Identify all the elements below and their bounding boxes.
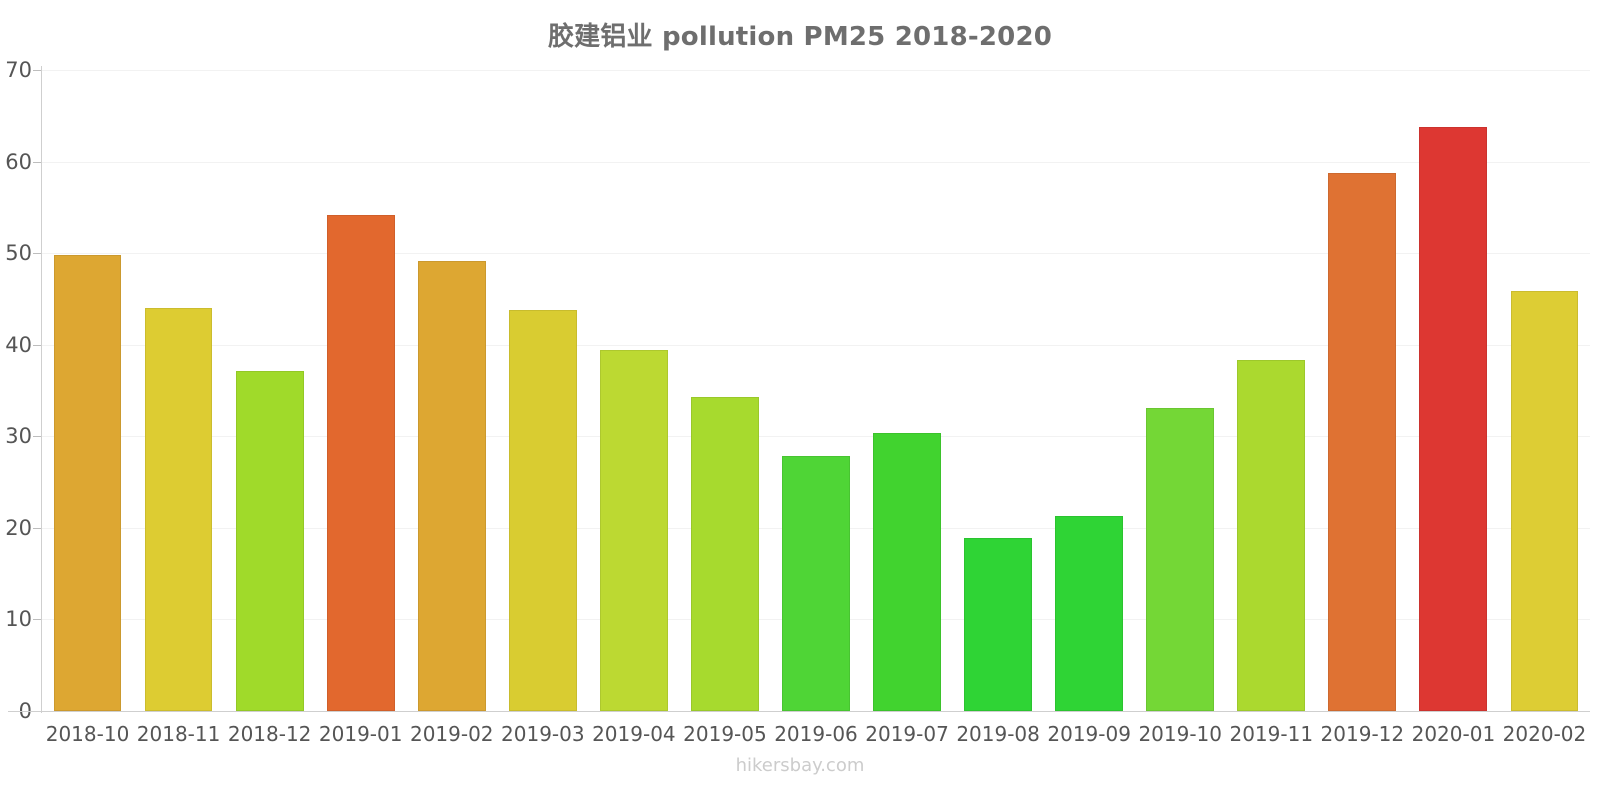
bar[interactable] [1146,407,1215,711]
bar-slot [53,70,122,711]
x-tick-label: 2020-02 [1502,722,1587,746]
x-tick-label: 2019-03 [501,722,585,746]
y-tick-mark [33,70,42,71]
x-tick-label: 2019-08 [956,722,1040,746]
gridline [41,436,1590,438]
x-tick-label: 2018-10 [45,722,130,746]
bar-slot [235,70,304,711]
bar[interactable] [53,254,122,711]
x-tick-label: 2019-11 [1229,722,1314,746]
y-axis-line [41,66,42,713]
bar[interactable] [326,214,395,711]
bar[interactable] [144,308,213,711]
bar[interactable] [1510,290,1579,711]
bar-slot [326,70,395,711]
x-tick-label: 2019-02 [409,722,494,746]
bar-slot [1055,70,1124,711]
bar-slot [1146,70,1215,711]
bar-series [42,70,1590,711]
bar-slot [417,70,486,711]
bar[interactable] [1328,173,1397,711]
y-tick-mark [33,527,42,529]
x-tick-label: 2019-07 [865,722,949,746]
y-tick-label: 60 [5,149,32,174]
gridline [41,253,1590,255]
bar-slot [782,70,850,711]
bar[interactable] [782,456,850,711]
x-tick-label: 2019-10 [1138,722,1223,746]
x-tick-label: 2019-04 [592,722,676,746]
y-tick-mark [33,436,42,438]
bar[interactable] [873,432,941,711]
bar-slot [1419,70,1488,711]
x-tick-label: 2019-12 [1320,722,1405,746]
gridline [41,70,1590,71]
y-tick-mark [33,619,42,621]
bar[interactable] [1055,515,1124,711]
bar[interactable] [1419,126,1488,711]
y-tick-label: 70 [5,58,32,82]
bar-slot [1328,70,1397,711]
bar-slot [1237,70,1306,711]
bar-slot [508,70,577,711]
bar[interactable] [599,350,668,711]
bar-slot [144,70,213,711]
x-tick-label: 2018-12 [227,722,312,746]
gridline [41,344,1590,346]
y-tick-mark [33,253,42,255]
bar[interactable] [417,261,486,711]
x-tick-label: 2019-05 [683,722,767,746]
x-axis-line [8,711,1590,712]
gridline [41,161,1590,163]
y-tick-label: 40 [5,332,32,357]
bar-slot [964,70,1033,711]
y-tick-mark [33,161,42,163]
bar-slot [873,70,941,711]
footer-credit: hikersbay.com [735,755,865,776]
y-tick-mark [33,344,42,346]
x-tick-label: 2019-09 [1047,722,1131,746]
bar[interactable] [235,371,304,711]
bar-slot [599,70,668,711]
x-tick-label: 2018-11 [136,722,221,746]
y-tick-label: 30 [5,424,32,449]
x-tick-label: 2019-01 [318,722,403,746]
y-tick-label: 50 [5,241,32,266]
bar-slot [1510,70,1579,711]
bar-slot [691,70,759,711]
bar[interactable] [691,396,759,711]
bar[interactable] [1237,360,1306,711]
x-tick-label: 2020-01 [1411,722,1496,746]
bar[interactable] [964,537,1033,711]
x-tick-label: 2019-06 [774,722,858,746]
y-tick-label: 10 [5,607,32,632]
y-tick-label: 20 [5,515,32,540]
bar[interactable] [508,309,577,711]
chart-title: 胶建铝业 pollution PM25 2018-2020 [547,22,1053,52]
